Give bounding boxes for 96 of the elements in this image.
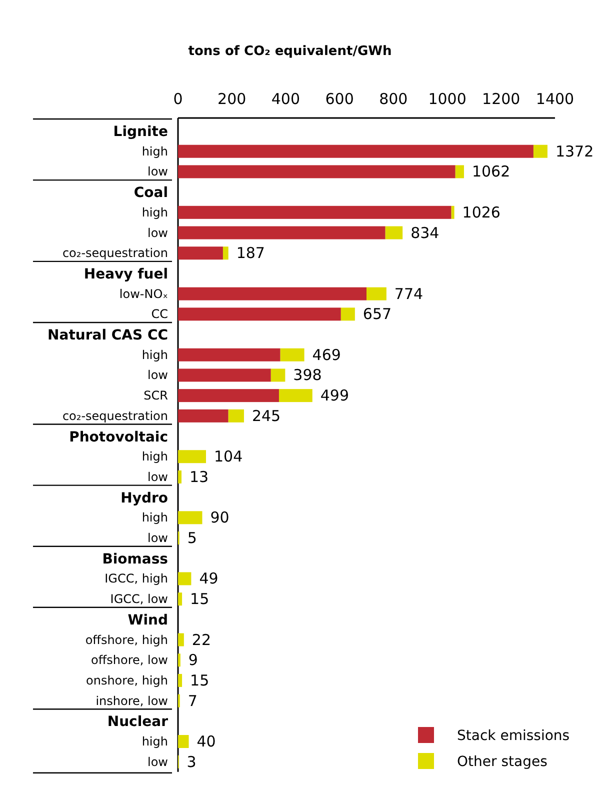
bar [178,633,184,646]
y-tick-label: Heavy fuel [84,266,168,282]
y-tick-label: low [148,531,168,545]
y-tick-label: SCR [144,388,168,403]
y-tick-label: high [142,144,168,158]
bar [280,348,304,362]
bar [178,206,452,219]
y-tick-label: low [148,226,168,240]
legend-label: Other stages [457,754,548,770]
bar [178,226,386,240]
y-tick-label: inshore, low [96,694,168,708]
y-tick-label: high [142,348,168,362]
y-tick-label: Hydro [120,490,168,506]
bar [178,470,182,484]
bar [178,735,189,748]
x-tick-label: 0 [173,90,183,108]
total-label: 49 [199,570,218,588]
bar [270,368,286,382]
bar [455,165,464,178]
bar [533,144,548,158]
bar [178,389,279,402]
bar [178,308,341,321]
y-tick-label: offshore, high [85,632,168,647]
x-tick-label: 1000 [428,90,466,108]
total-label: 469 [312,346,341,364]
total-label: 1372 [555,142,593,160]
bar [178,246,223,260]
y-tick-label: low-NOₓ [119,286,168,301]
total-label: 499 [320,386,350,405]
bar [366,287,386,300]
bar [451,206,454,219]
bar [385,226,403,240]
total-label: 398 [293,366,322,384]
y-tick-label: offshore, low [91,653,168,668]
y-tick-label: Wind [128,612,168,628]
bar [178,144,534,158]
y-tick-label: Lignite [113,124,168,140]
y-tick-label: Photovoltaic [69,429,168,446]
bar [178,368,271,382]
bar [178,165,456,178]
y-tick-label: low [148,164,168,179]
y-tick-label: Natural CAS CC [48,328,168,344]
total-label: 22 [192,630,212,649]
total-label: 1026 [462,203,500,222]
total-label: 774 [394,284,424,303]
x-tick-label: 600 [325,90,354,108]
y-tick-label: high [142,450,168,464]
y-tick-label: CC [151,307,168,322]
total-label: 90 [210,508,230,527]
total-label: 245 [252,406,281,425]
y-tick-label: IGCC, high [104,572,168,586]
y-tick-label: high [142,510,168,525]
x-axis-title: tons of CO₂ equivalent/GWh [188,44,392,59]
total-label: 15 [190,590,210,608]
total-label: 40 [196,732,216,750]
x-tick-label: 800 [379,90,408,108]
y-tick-label: Nuclear [107,714,168,730]
y-tick-label: Biomass [102,551,168,568]
total-label: 15 [190,671,210,690]
bar [178,592,182,606]
y-tick-label: high [142,734,168,748]
total-label: 7 [188,692,198,710]
x-tick-label: 1400 [536,90,574,108]
legend-label: Stack emissions [457,728,570,744]
x-tick-label: 200 [218,90,246,108]
bar [178,450,206,464]
total-label: 1062 [472,162,510,181]
y-tick-label: onshore, high [86,673,168,688]
total-label: 5 [187,529,197,547]
total-label: 3 [186,752,196,771]
bar [178,674,182,687]
total-label: 9 [188,651,198,670]
bar [178,572,192,586]
total-label: 104 [214,448,243,466]
y-tick-label: high [142,205,168,220]
x-tick-label: 1200 [482,90,520,108]
y-tick-label: co₂-sequestration [62,246,168,260]
y-tick-label: co₂-sequestration [62,408,168,423]
x-tick-label: 400 [271,90,300,108]
y-tick-label: low [148,470,168,484]
y-tick-label: Coal [134,185,168,202]
bar [340,308,355,321]
y-tick-label: low [148,368,168,382]
bar [222,246,228,260]
bar [178,287,366,300]
bar [178,409,228,422]
total-label: 657 [362,305,392,324]
total-label: 13 [190,468,209,486]
bar [228,409,244,422]
total-label: 187 [236,244,265,262]
bar [178,348,280,362]
bar [278,389,312,402]
bar [178,511,202,524]
y-tick-label: low [148,754,168,769]
total-label: 834 [410,224,440,242]
y-tick-label: IGCC, low [110,592,168,606]
